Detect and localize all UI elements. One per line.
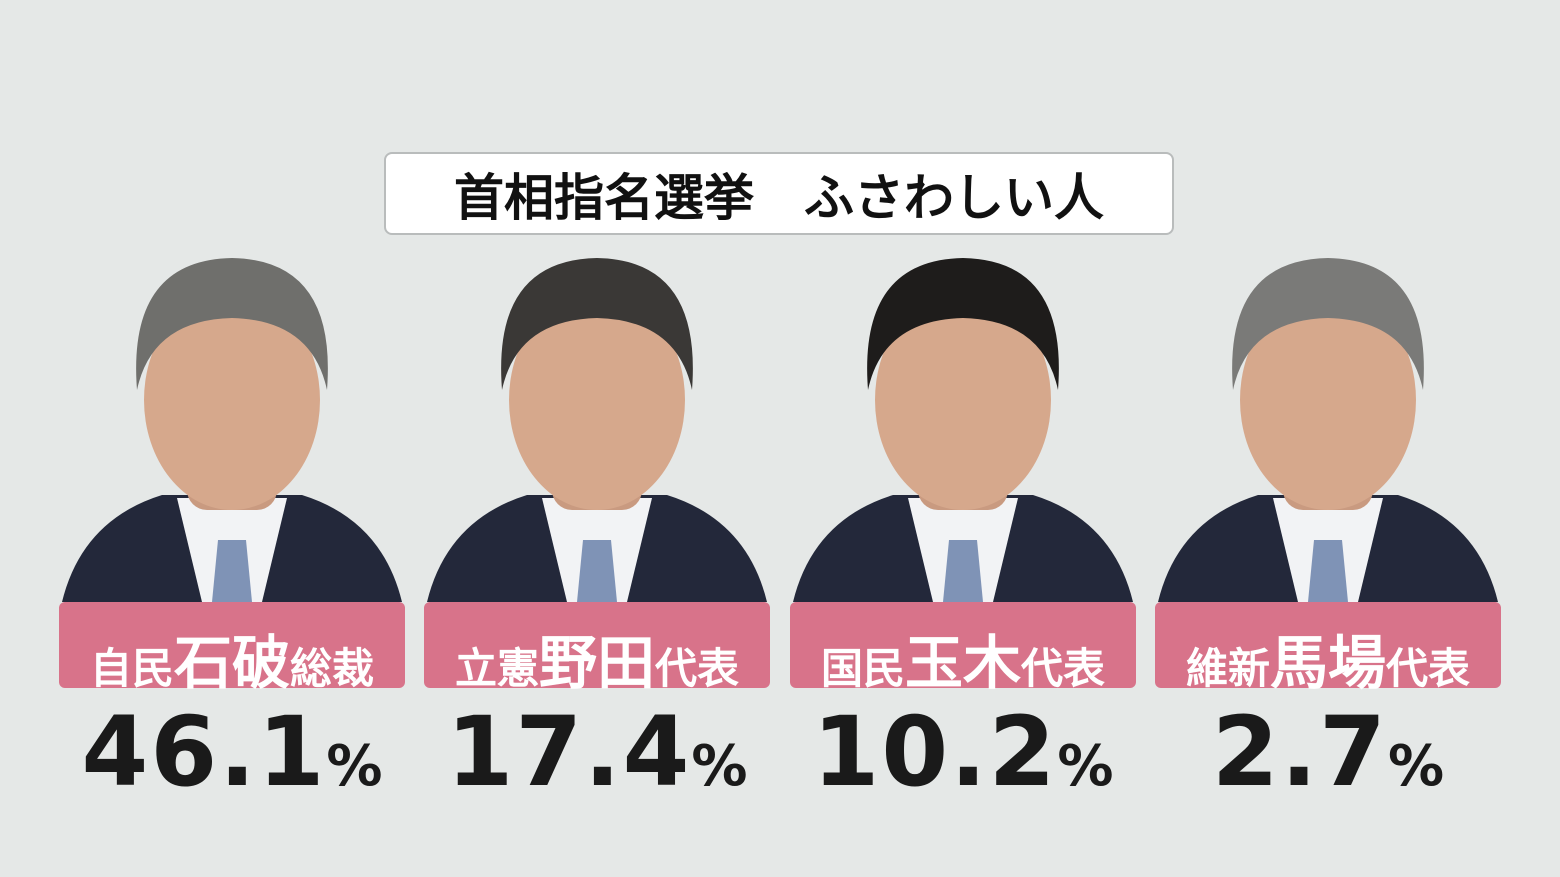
role: 総裁 <box>290 644 375 693</box>
percent-unit: % <box>326 734 383 799</box>
percent-unit: % <box>1387 734 1445 799</box>
name-box: 国民 玉木 代表 <box>790 602 1136 697</box>
face <box>144 290 320 510</box>
title: 首相指名選挙 ふさわしい人 <box>454 168 1104 227</box>
face <box>875 290 1051 510</box>
party: 維新 <box>1185 644 1270 693</box>
percentage: 46.1% <box>59 696 405 808</box>
percentage: 10.2% <box>790 696 1136 808</box>
tie <box>212 540 252 602</box>
percentage: 17.4% <box>424 696 770 808</box>
percent-value: 2.7 <box>1211 696 1388 808</box>
role: 代表 <box>655 644 740 693</box>
title-box: 首相指名選挙 ふさわしい人 <box>384 152 1174 235</box>
percent-value: 46.1 <box>81 696 327 808</box>
name-box: 立憲 野田 代表 <box>424 602 770 697</box>
tie <box>1308 540 1348 602</box>
party: 国民 <box>820 644 905 693</box>
surname: 馬場 <box>1269 629 1386 697</box>
percent-unit: % <box>1057 734 1114 799</box>
name-box: 維新 馬場 代表 <box>1155 602 1501 697</box>
hair <box>867 258 1059 390</box>
party: 立憲 <box>454 644 539 693</box>
percent-value: 17.4 <box>446 696 692 808</box>
face <box>1240 290 1416 510</box>
hair <box>501 258 693 390</box>
tie <box>943 540 983 602</box>
percentage: 2.7% <box>1155 696 1501 808</box>
tie <box>577 540 617 602</box>
hair <box>136 258 328 390</box>
role: 代表 <box>1021 644 1106 693</box>
surname: 野田 <box>538 629 655 697</box>
percent-value: 10.2 <box>812 696 1058 808</box>
name-box: 自民 石破 総裁 <box>59 602 405 697</box>
party: 自民 <box>89 644 174 693</box>
hair <box>1232 258 1424 390</box>
surname: 石破 <box>173 629 290 697</box>
role: 代表 <box>1386 644 1471 693</box>
surname: 玉木 <box>904 629 1021 697</box>
percent-unit: % <box>691 734 748 799</box>
face <box>509 290 685 510</box>
